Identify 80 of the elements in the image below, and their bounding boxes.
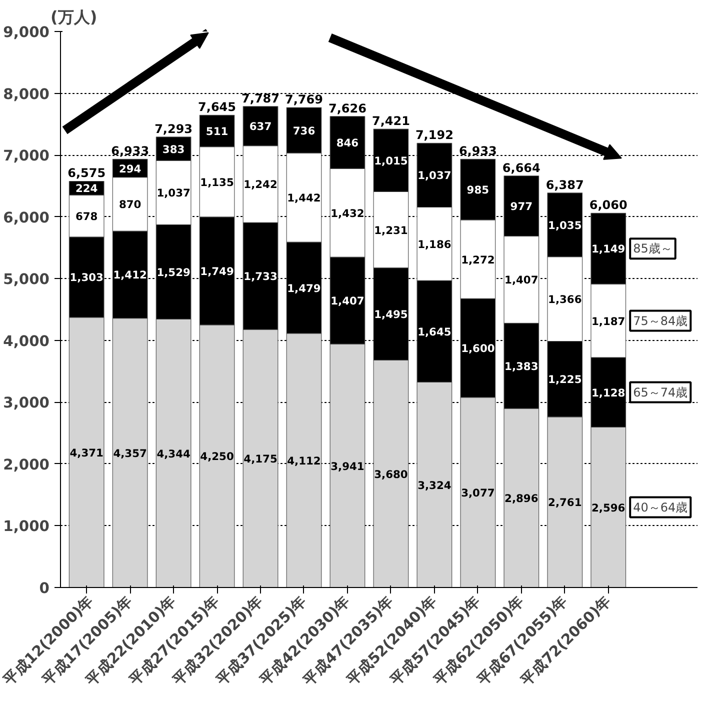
data-label: 2,896 — [504, 492, 538, 506]
data-label: 1,529 — [156, 266, 190, 279]
data-label: 846 — [336, 136, 359, 150]
data-label: 4,357 — [113, 446, 147, 460]
y-tick-label: 6,000 — [3, 209, 50, 226]
total-label: 7,421 — [372, 114, 410, 128]
y-tick-label: 0 — [39, 580, 50, 597]
data-label: 3,941 — [330, 460, 364, 473]
y-tick-label: 7,000 — [3, 148, 50, 165]
y-tick-label: 9,000 — [3, 24, 50, 41]
y-tick-label: 3,000 — [3, 394, 50, 412]
data-label: 4,344 — [156, 447, 190, 460]
total-label: 7,769 — [285, 92, 323, 107]
data-label: 1,272 — [461, 253, 495, 266]
data-label: 224 — [75, 182, 98, 196]
total-label: 7,293 — [154, 122, 193, 136]
data-label: 1,495 — [374, 308, 408, 321]
data-label: 637 — [249, 120, 272, 134]
data-label: 1,479 — [287, 282, 321, 295]
data-label: 1,149 — [592, 242, 626, 256]
data-label: 1,035 — [548, 218, 582, 232]
series-label: 65～74歳 — [633, 385, 688, 400]
data-label: 1,600 — [461, 342, 495, 355]
total-label: 6,933 — [111, 144, 150, 158]
y-tick-label: 8,000 — [3, 86, 50, 103]
data-label: 1,645 — [418, 325, 452, 338]
data-label: 1,303 — [70, 271, 104, 284]
series-label: 40～64歳 — [633, 500, 688, 514]
y-tick-label: 1,000 — [3, 518, 50, 536]
total-label: 7,192 — [415, 128, 454, 142]
data-label: 1,383 — [504, 360, 538, 373]
data-label: 4,371 — [70, 446, 104, 460]
data-label: 4,175 — [244, 452, 278, 466]
data-label: 1,231 — [374, 224, 408, 237]
data-label: 4,250 — [200, 450, 234, 464]
series-label: 85歳～ — [633, 242, 672, 256]
data-label: 1,407 — [504, 274, 538, 287]
y-tick-label: 5,000 — [3, 271, 50, 288]
data-label: 1,749 — [200, 264, 234, 278]
y-tick-label: 2,000 — [3, 456, 50, 474]
data-label: 977 — [510, 200, 533, 214]
data-label: 1,186 — [418, 238, 452, 251]
data-label: 1,366 — [548, 293, 582, 306]
total-label: 6,575 — [68, 166, 106, 180]
total-label: 7,645 — [198, 100, 236, 114]
data-label: 985 — [466, 184, 490, 197]
total-label: 6,387 — [546, 178, 584, 192]
data-label: 1,135 — [200, 176, 234, 189]
data-label: 1,733 — [244, 270, 278, 284]
y-axis-title: (万人) — [50, 8, 98, 26]
data-label: 1,128 — [592, 386, 626, 400]
data-label: 1,187 — [592, 314, 626, 328]
data-label: 1,037 — [156, 186, 190, 200]
data-label: 3,077 — [461, 486, 495, 500]
data-label: 511 — [206, 124, 228, 138]
data-label: 870 — [118, 198, 142, 212]
total-label: 6,060 — [589, 198, 628, 212]
data-label: 1,442 — [287, 192, 321, 205]
data-label: 294 — [118, 162, 142, 176]
data-label: 1,407 — [330, 294, 364, 308]
total-label: 6,933 — [458, 144, 497, 158]
data-label: 1,412 — [113, 268, 147, 282]
data-label: 1,037 — [418, 169, 452, 182]
data-label: 678 — [75, 210, 98, 224]
data-label: 1,242 — [244, 178, 278, 192]
data-label: 1,015 — [374, 154, 408, 168]
data-label: 383 — [162, 142, 185, 156]
data-label: 2,761 — [548, 496, 582, 510]
total-label: 7,626 — [328, 101, 366, 116]
data-label: 4,112 — [287, 454, 321, 468]
data-label: 736 — [292, 124, 316, 138]
data-label: 2,596 — [592, 501, 626, 514]
data-label: 1,432 — [330, 206, 364, 220]
series-label: 75～84歳 — [633, 314, 688, 328]
total-label: 6,664 — [502, 160, 540, 175]
data-label: 3,324 — [418, 478, 452, 492]
total-label: 7,787 — [242, 91, 280, 106]
data-label: 1,225 — [548, 373, 582, 386]
data-label: 3,680 — [374, 468, 408, 481]
y-tick-label: 4,000 — [3, 332, 50, 350]
